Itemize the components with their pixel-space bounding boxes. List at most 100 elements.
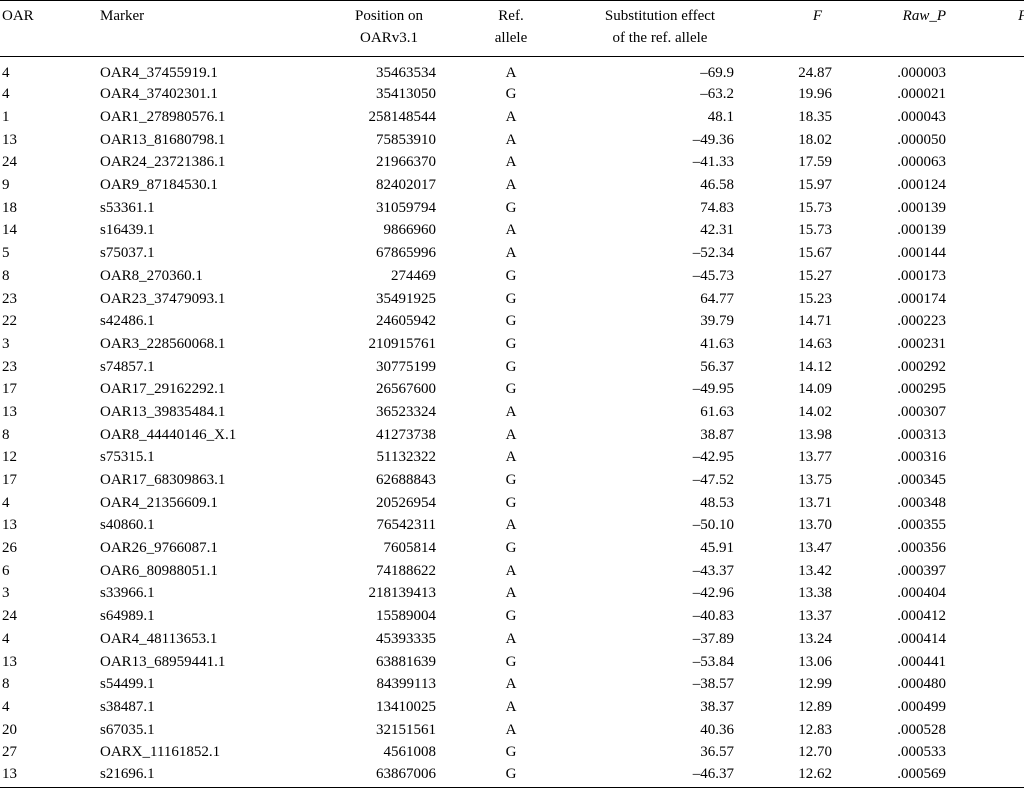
cell-substitution-effect: –46.37 [692,765,734,782]
cell-f: 15.27 [798,267,832,284]
cell-raw-p: .000355 [897,517,946,534]
cell-ref-allele: G [505,335,517,352]
cell-fdr-p: .080 [946,242,1024,265]
cell-raw-p: .000345 [897,472,946,489]
cell-substitution-effect: –37.89 [692,630,734,647]
header-substitution-effect: Substitution effect of the ref. allele [586,1,734,57]
cell-marker: s54499.1 [100,676,155,693]
cell-fdr-p: .080 [946,151,1024,174]
cell-fdr-p: .081 [946,333,1024,356]
cell-fdr-p: .081 [946,469,1024,492]
cell-f: 13.24 [798,630,832,647]
table-row: 23 OAR23_37479093.1 35491925 G 64.77 15.23 .00… [0,287,1024,310]
cell-position: 31059794 [376,199,436,216]
header-position: Position on OARv3.1 [312,1,436,57]
table-row: 26 OAR26_9766087.1 7605814 G 45.91 13.47 .0003… [0,537,1024,560]
cell-oar: 26 [2,540,17,557]
header-oar: OAR [2,8,34,24]
cell-marker: OAR4_37402301.1 [100,86,218,103]
table-row: 14 s16439.1 9866960 A 42.31 15.73 .000139.080 [0,219,1024,242]
cell-substitution-effect: 61.63 [700,403,734,420]
cell-position: 62688843 [376,472,436,489]
cell-substitution-effect: 40.36 [700,721,734,738]
cell-fdr-p: .081 [946,423,1024,446]
cell-ref-allele: A [505,562,517,579]
table-row: 13 s21696.1 63867006 G –46.37 12.62 .000569.08… [0,764,1024,788]
cell-ref-allele: A [505,177,517,194]
header-position-line2: OARv3.1 [360,30,418,46]
cell-substitution-effect: –42.96 [692,585,734,602]
cell-f: 12.89 [798,698,832,715]
cell-oar: 13 [2,403,17,420]
header-ref-line1: Ref. [498,8,524,24]
cell-marker: OARX_11161852.1 [100,744,221,761]
cell-position: 45393335 [376,630,436,647]
cell-marker: s16439.1 [100,222,155,239]
cell-raw-p: .000397 [897,562,946,579]
table-row: 3 s33966.1 218139413 A –42.96 13.38 .000404.08… [0,582,1024,605]
cell-substitution-effect: 41.63 [700,335,734,352]
cell-oar: 4 [2,86,10,103]
cell-oar: 27 [2,744,17,761]
cell-fdr-p: .081 [946,605,1024,628]
cell-fdr-p: .085 [946,741,1024,764]
cell-position: 76542311 [376,517,436,534]
cell-ref-allele: A [505,245,517,262]
cell-position: 9866960 [383,222,437,239]
cell-oar: 4 [2,698,10,715]
cell-position: 7605814 [383,540,437,557]
cell-marker: s33966.1 [100,585,155,602]
cell-position: 24605942 [376,313,436,330]
cell-substitution-effect: 48.53 [700,494,734,511]
cell-marker: OAR8_270360.1 [100,267,203,284]
cell-f: 18.02 [798,131,832,148]
cell-f: 13.75 [798,472,832,489]
cell-position: 51132322 [376,449,436,466]
cell-oar: 12 [2,449,17,466]
cell-f: 17.59 [798,154,832,171]
table-row: 4 OAR4_37402301.1 35413050 G –63.2 19.96 .0000… [0,83,1024,106]
cell-f: 15.73 [798,222,832,239]
cell-f: 24.87 [798,65,832,81]
cell-oar: 4 [2,494,10,511]
cell-oar: 13 [2,131,17,148]
cell-position: 218139413 [368,585,437,602]
cell-f: 18.35 [798,109,832,126]
cell-fdr-p: .064 [946,106,1024,129]
cell-raw-p: .000414 [897,630,946,647]
table-row: 22 s42486.1 24605942 G 39.79 14.71 .000223.081 [0,310,1024,333]
table-row: 8 OAR8_44440146_X.1 41273738 A 38.87 13.98 .00… [0,423,1024,446]
cell-fdr-p: .080 [946,219,1024,242]
cell-oar: 1 [2,109,10,126]
cell-f: 13.77 [798,449,832,466]
cell-marker: s38487.1 [100,698,155,715]
cell-f: 12.83 [798,721,832,738]
table-row: 13 OAR13_68959441.1 63881639 G –53.84 13.06 .0… [0,650,1024,673]
cell-fdr-p: .085 [946,696,1024,719]
cell-raw-p: .000063 [897,154,946,171]
cell-ref-allele: A [505,403,517,420]
cell-marker: s53361.1 [100,199,155,216]
cell-substitution-effect: 48.1 [707,109,734,126]
cell-position: 35463534 [376,65,436,81]
cell-raw-p: .000124 [897,177,946,194]
cell-fdr-p: .081 [946,514,1024,537]
cell-marker: s74857.1 [100,358,155,375]
table-row: 18 s53361.1 31059794 G 74.83 15.73 .000139.080 [0,196,1024,219]
table-row: 4 s38487.1 13410025 A 38.37 12.89 .000499.085 [0,696,1024,719]
cell-marker: OAR4_48113653.1 [100,630,218,647]
cell-raw-p: .000307 [897,403,946,420]
cell-ref-allele: A [505,721,517,738]
cell-ref-allele: A [505,676,517,693]
cell-ref-allele: G [505,313,517,330]
cell-marker: OAR13_81680798.1 [100,131,226,148]
cell-position: 82402017 [376,177,436,194]
cell-oar: 3 [2,585,10,602]
cell-oar: 14 [2,222,17,239]
cell-raw-p: .000223 [897,313,946,330]
table-row: 3 OAR3_228560068.1 210915761 G 41.63 14.63 .00… [0,333,1024,356]
cell-substitution-effect: 39.79 [700,313,734,330]
cell-position: 36523324 [376,403,436,420]
cell-raw-p: .000003 [897,65,946,81]
cell-oar: 23 [2,358,17,375]
